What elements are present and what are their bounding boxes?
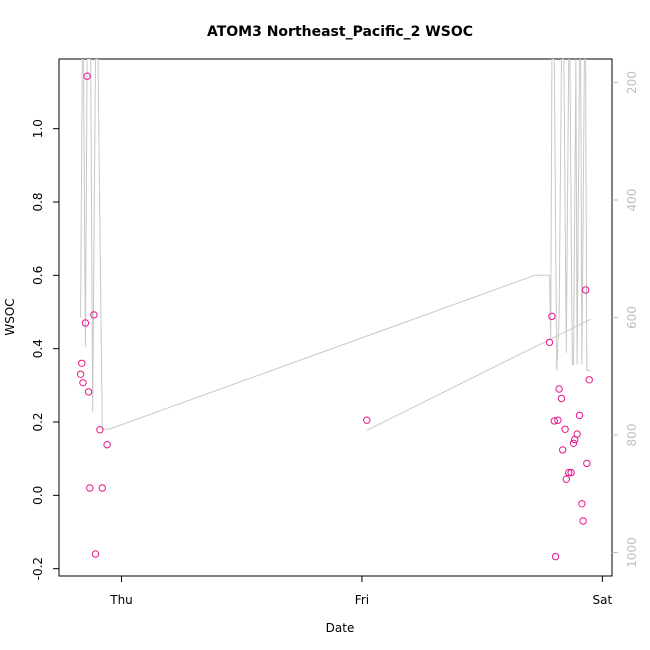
chart-title: ATOM3 Northeast_Pacific_2 WSOC — [207, 24, 473, 40]
data-point — [557, 394, 566, 403]
y-axis-label: WSOC — [3, 298, 17, 335]
y2-tick-label: 400 — [625, 189, 639, 212]
plot-frame — [58, 58, 613, 577]
y2-tick-label: 600 — [625, 306, 639, 329]
data-point — [545, 338, 554, 347]
y-tick-label: 0.2 — [31, 412, 45, 431]
x-tick-label: Fri — [355, 593, 369, 607]
data-point — [583, 459, 591, 468]
data-point — [83, 72, 91, 80]
data-point — [86, 484, 94, 492]
y-tick-label: 0.0 — [31, 486, 45, 505]
data-point — [84, 388, 93, 396]
data-point — [585, 376, 593, 384]
data-point — [562, 475, 570, 483]
series-lines — [80, 59, 591, 431]
data-point — [548, 312, 556, 321]
series-line-2 — [366, 318, 591, 431]
data-point — [569, 439, 578, 447]
data-point — [90, 311, 98, 319]
data-point — [561, 425, 569, 433]
data-point — [565, 468, 573, 477]
y-tick-label: 0.8 — [31, 192, 45, 211]
x-axis-label: Date — [326, 621, 355, 635]
data-point — [98, 484, 107, 492]
data-point — [579, 517, 587, 525]
data-point — [78, 359, 86, 367]
data-point — [581, 286, 590, 294]
data-point — [578, 500, 586, 508]
data-point — [554, 416, 562, 424]
y-tick-label: -0.2 — [31, 557, 45, 580]
data-point — [567, 468, 575, 477]
y2-tick-label: 200 — [625, 71, 639, 94]
y-tick-label: 0.6 — [31, 266, 45, 285]
y-tick-label: 1.0 — [31, 119, 45, 138]
data-point — [76, 370, 85, 378]
data-point — [79, 379, 87, 387]
x-axis: Thu Fri Sat — [109, 576, 613, 607]
series-line-1 — [80, 59, 591, 430]
data-point — [575, 411, 584, 420]
data-point — [363, 416, 371, 424]
series-points — [76, 72, 593, 561]
x-tick-label: Sat — [593, 593, 613, 607]
data-point — [103, 441, 111, 449]
y-tick-label: 0.4 — [31, 339, 45, 358]
data-point — [96, 426, 104, 434]
data-point — [551, 552, 560, 561]
y2-tick-label: 800 — [625, 424, 639, 447]
data-point — [573, 430, 581, 438]
x-tick-label: Thu — [109, 593, 133, 607]
data-point — [91, 550, 100, 558]
y2-tick-label: 1000 — [625, 537, 639, 568]
data-point — [81, 319, 90, 327]
y-axis: -0.2 0.0 0.2 0.4 0.6 0.8 1.0 — [31, 119, 59, 580]
data-point — [559, 446, 567, 454]
data-point — [550, 417, 558, 425]
y2-axis: 200 400 600 800 1000 — [612, 71, 639, 568]
data-point — [555, 385, 563, 393]
